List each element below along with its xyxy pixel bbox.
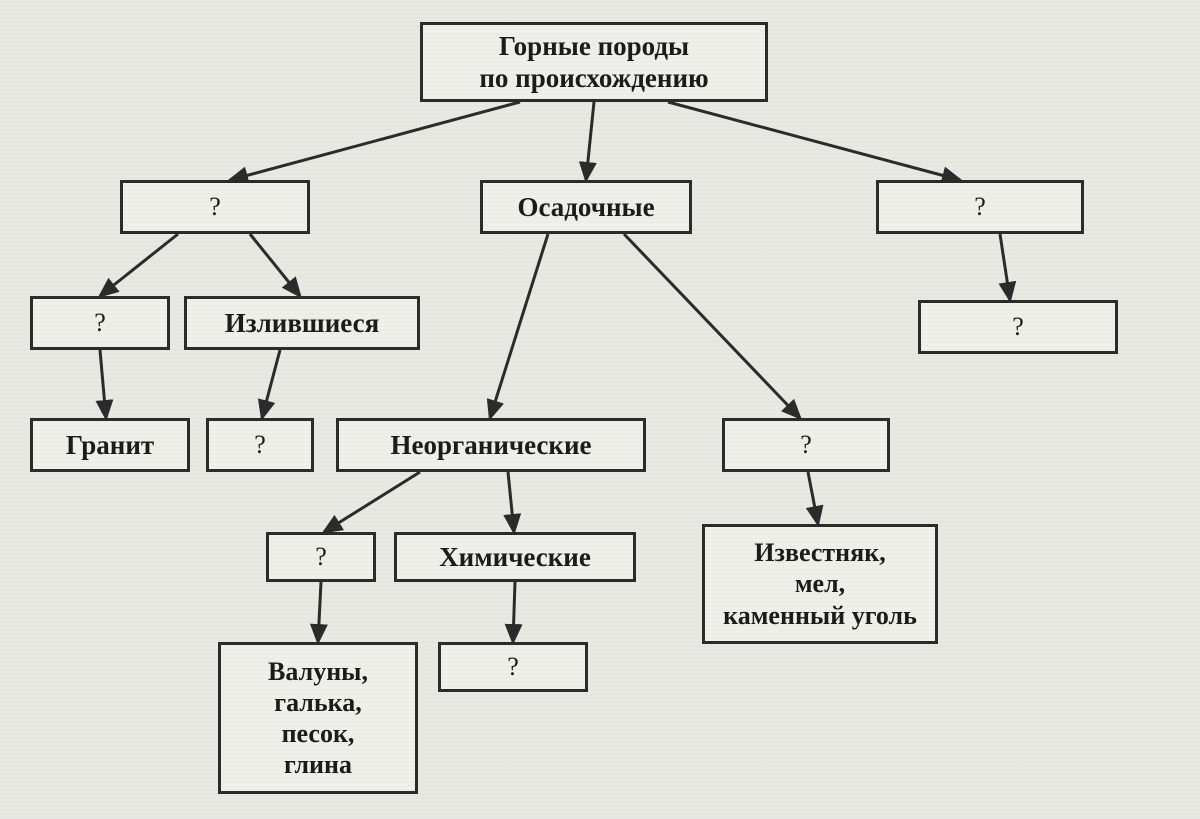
node-l4_izv: Известняк, мел, каменный уголь [702, 524, 938, 644]
node-label: Горные породы по происхождению [479, 30, 708, 95]
node-l4_chem: Химические [394, 532, 636, 582]
node-label: ? [507, 651, 519, 682]
node-l3_gran: Гранит [30, 418, 190, 472]
node-label: ? [209, 191, 221, 222]
node-label: ? [800, 429, 812, 460]
node-l2_a: ? [30, 296, 170, 350]
node-root: Горные породы по происхождению [420, 22, 768, 102]
node-l1_mid: Осадочные [480, 180, 692, 234]
node-l3_q1: ? [206, 418, 314, 472]
node-label: ? [974, 191, 986, 222]
node-l3_neorg: Неорганические [336, 418, 646, 472]
edge-l3_q2-l4_izv [808, 472, 818, 524]
node-label: Химические [439, 541, 591, 573]
edge-l4_q-l5_val [318, 582, 321, 642]
edge-l1_left-l2_a [100, 234, 178, 296]
edge-root-l1_right [668, 102, 960, 180]
node-l1_right: ? [876, 180, 1084, 234]
edge-l2_a-l3_gran [100, 350, 106, 418]
node-label: Осадочные [517, 191, 654, 223]
edge-l1_right-l2_r [1000, 234, 1010, 300]
node-label: Излившиеся [225, 307, 379, 339]
node-label: Известняк, мел, каменный уголь [723, 537, 917, 631]
node-label: ? [94, 307, 106, 338]
node-l4_q: ? [266, 532, 376, 582]
node-label: Неорганические [391, 429, 592, 461]
node-l5_val: Валуны, галька, песок, глина [218, 642, 418, 794]
node-label: Валуны, галька, песок, глина [268, 656, 368, 781]
node-label: ? [254, 429, 266, 460]
edge-l3_neorg-l4_q [324, 472, 420, 532]
edge-l4_chem-l5_q [513, 582, 515, 642]
arrows-layer [0, 0, 1200, 819]
node-l5_q: ? [438, 642, 588, 692]
node-l2_b: Излившиеся [184, 296, 420, 350]
edge-l3_neorg-l4_chem [508, 472, 514, 532]
edge-l1_mid-l3_neorg [490, 234, 548, 418]
node-label: Гранит [66, 429, 154, 461]
edge-l1_mid-l3_q2 [624, 234, 800, 418]
edge-root-l1_left [230, 102, 520, 180]
edge-l1_left-l2_b [250, 234, 300, 296]
edge-root-l1_mid [586, 102, 594, 180]
node-label: ? [1012, 311, 1024, 342]
node-label: ? [315, 541, 327, 572]
diagram-canvas: Горные породы по происхождению? Осадочные… [0, 0, 1200, 819]
node-l2_r: ? [918, 300, 1118, 354]
node-l1_left: ? [120, 180, 310, 234]
node-l3_q2: ? [722, 418, 890, 472]
edge-l2_b-l3_q1 [262, 350, 280, 418]
